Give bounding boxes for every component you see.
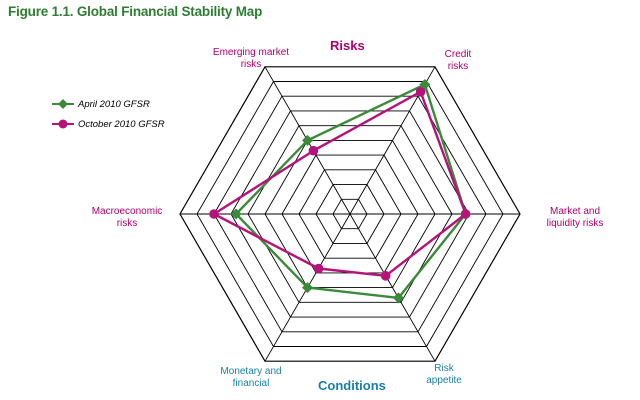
series-1-point-5 bbox=[209, 209, 219, 219]
series-0-point-3 bbox=[392, 292, 404, 304]
series-1-point-4 bbox=[313, 263, 324, 274]
series-0-point-1 bbox=[419, 78, 431, 90]
series-1-point-0 bbox=[308, 145, 319, 156]
series-1-point-3 bbox=[380, 271, 391, 281]
legend-swatch-april bbox=[52, 99, 74, 109]
grid-spoke-3 bbox=[349, 213, 436, 362]
legend-swatch-october bbox=[52, 119, 74, 129]
legend: April 2010 GFSR October 2010 GFSR bbox=[52, 94, 165, 134]
series-0-point-5 bbox=[230, 208, 242, 220]
legend-label-april: April 2010 GFSR bbox=[78, 98, 150, 110]
axis-label-market-liquidity-risks: Market and liquidity risks bbox=[546, 206, 604, 229]
risks-group-label: Risks bbox=[330, 38, 365, 53]
legend-label-october: October 2010 GFSR bbox=[78, 118, 165, 130]
axis-label-credit-risks: Credit risks bbox=[444, 49, 472, 72]
axis-label-macroeconomic-risks: Macroeconomic risks bbox=[91, 206, 163, 229]
series-1-point-1 bbox=[415, 87, 426, 97]
series-1-point-2 bbox=[460, 209, 471, 219]
series-0-point-0 bbox=[302, 134, 313, 146]
radar-series bbox=[209, 78, 472, 304]
axis-label-emerging-market-risks: Emerging market risks bbox=[212, 47, 290, 70]
figure-title: Figure 1.1. Global Financial Stability M… bbox=[8, 4, 263, 19]
axis-label-risk-appetite: Risk appetite bbox=[426, 363, 462, 386]
axis-label-monetary-financial: Monetary and financial bbox=[220, 366, 282, 389]
legend-item-october: October 2010 GFSR bbox=[52, 114, 165, 134]
legend-item-april: April 2010 GFSR bbox=[52, 94, 165, 114]
conditions-group-label: Conditions bbox=[318, 378, 386, 393]
series-0-point-4 bbox=[302, 282, 313, 294]
